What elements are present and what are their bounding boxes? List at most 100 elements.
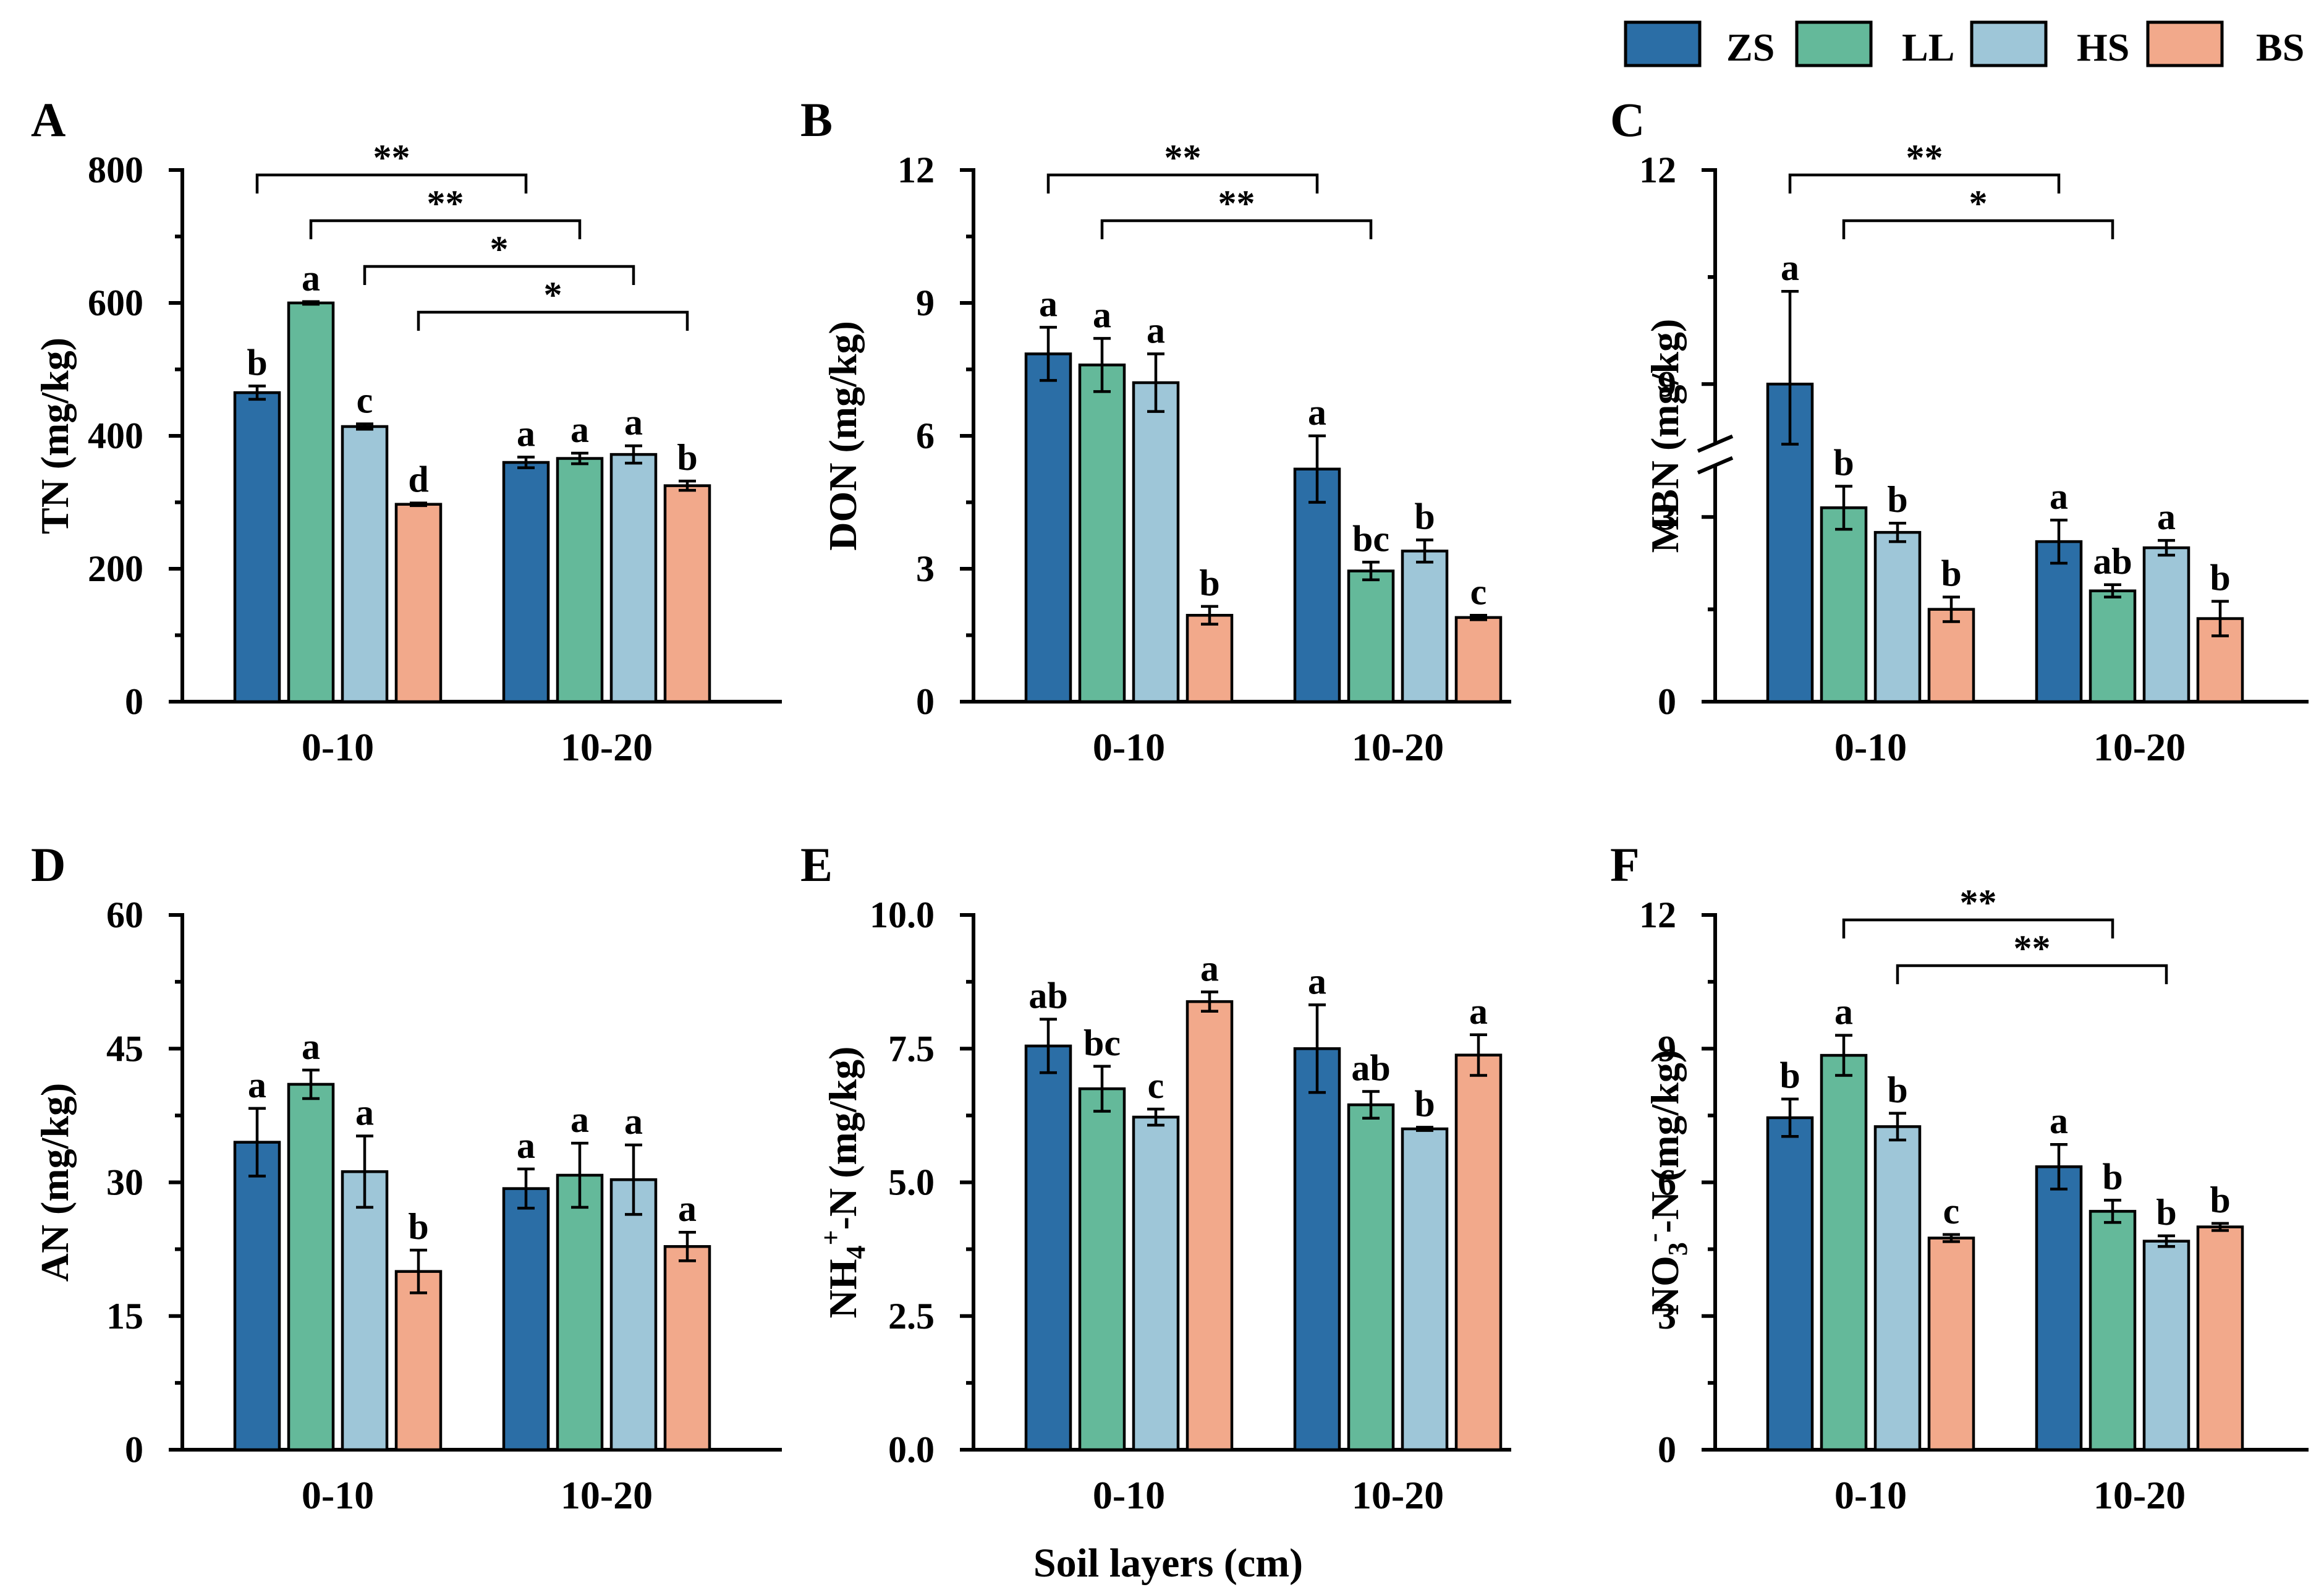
significance-bracket [1046, 173, 1319, 194]
y-tick-label: 12 [1639, 895, 1676, 935]
significance-letter-zs-0-10: a [1781, 247, 1799, 288]
significance-letter-zs-0-10: ab [1028, 976, 1067, 1016]
significance-stars: ** [427, 183, 464, 224]
bar-bs-0-10 [394, 503, 443, 704]
significance-stars: ** [373, 137, 410, 178]
x-tick-label-0-10: 0-10 [1834, 1473, 1907, 1517]
x-tick-label-0-10: 0-10 [1093, 725, 1165, 769]
bar-ll-10-20 [2089, 1210, 2137, 1452]
legend-label-ll: LL [1902, 25, 1954, 69]
y-axis-title: AN (mg/kg) [33, 1083, 77, 1282]
legend-label-zs: ZS [1726, 25, 1775, 69]
significance-stars: ** [1906, 137, 1943, 178]
significance-letter-hs-10-20: a [624, 1101, 643, 1142]
legend-swatch-bs [2146, 20, 2224, 67]
y-tick-label: 2.5 [888, 1296, 935, 1337]
y-axis-title: NH4+-N (mg/kg) [816, 1047, 871, 1319]
significance-letter-zs-10-20: a [517, 413, 535, 454]
significance-letter-hs-0-10: c [357, 380, 373, 421]
y-tick-label: 30 [106, 1162, 143, 1203]
significance-letter-ll-0-10: bc [1084, 1023, 1121, 1063]
x-tick-label-0-10: 0-10 [1093, 1473, 1165, 1517]
y-axis-title: TN (mg/kg) [33, 338, 77, 534]
bar-ll-0-10 [1820, 1053, 1868, 1452]
y-tick-label: 60 [106, 895, 143, 935]
bar-zs-0-10 [1024, 1044, 1072, 1452]
significance-letter-ll-10-20: a [570, 409, 589, 450]
significance-letter-bs-0-10: d [408, 459, 428, 500]
legend-swatch-hs [1970, 20, 2048, 67]
bar-zs-10-20 [502, 461, 550, 704]
significance-stars: ** [1218, 183, 1255, 224]
bar-bs-0-10 [1185, 1000, 1234, 1452]
bar-hs-10-20 [2142, 1240, 2190, 1452]
axis-break-gap [1697, 443, 1734, 466]
significance-letter-zs-10-20: a [2050, 1100, 2068, 1141]
significance-letter-ll-10-20: bc [1352, 518, 1389, 559]
x-tick-label-10-20: 10-20 [2093, 1473, 2186, 1517]
significance-letter-ll-10-20: b [2102, 1156, 2123, 1197]
bar-bs-10-20 [663, 1245, 711, 1452]
significance-letter-hs-0-10: b [1887, 1070, 1907, 1110]
bar-hs-10-20 [609, 453, 658, 704]
bar-ll-10-20 [1347, 569, 1395, 704]
significance-letter-zs-10-20: a [2050, 476, 2068, 517]
significance-letter-hs-10-20: a [2157, 496, 2176, 537]
bar-ll-10-20 [556, 457, 604, 704]
bar-ll-0-10 [287, 1082, 335, 1452]
y-tick-label: 600 [88, 283, 143, 323]
legend-label-bs: BS [2256, 25, 2304, 69]
x-tick-label-0-10: 0-10 [302, 1473, 374, 1517]
y-tick-label: 6 [1658, 1162, 1676, 1203]
bar-hs-0-10 [341, 1170, 389, 1452]
bar-bs-0-10 [1185, 614, 1234, 704]
bar-ll-10-20 [1347, 1103, 1395, 1452]
bar-hs-10-20 [1401, 1127, 1449, 1452]
y-tick-label: 400 [88, 415, 143, 456]
significance-bracket [363, 265, 635, 285]
significance-letter-zs-10-20: a [517, 1125, 535, 1166]
x-tick-label-10-20: 10-20 [1352, 1473, 1444, 1517]
figure-x-axis-title: Soil layers (cm) [1033, 1541, 1303, 1586]
significance-bracket [417, 310, 689, 331]
significance-letter-bs-0-10: b [1199, 563, 1219, 603]
bar-hs-0-10 [1132, 1115, 1180, 1452]
y-tick-label: 6 [916, 415, 935, 456]
significance-stars: * [544, 274, 562, 315]
x-tick-label-0-10: 0-10 [1834, 725, 1907, 769]
significance-letter-ll-0-10: a [302, 258, 320, 299]
bar-ll-10-20 [556, 1173, 604, 1452]
axis-break-mark [1697, 434, 1734, 453]
significance-letter-zs-0-10: a [248, 1065, 266, 1105]
y-tick-label: 0 [125, 681, 143, 722]
bar-ll-10-20 [2089, 589, 2137, 704]
bar-hs-0-10 [1873, 530, 1922, 704]
panel-letter-a: A [31, 93, 66, 147]
bar-zs-0-10 [1766, 1116, 1814, 1452]
x-tick-label-10-20: 10-20 [1352, 725, 1444, 769]
significance-stars: ** [1164, 137, 1202, 178]
y-tick-label: 45 [106, 1028, 143, 1069]
significance-letter-ll-0-10: b [1833, 442, 1854, 483]
bar-bs-0-10 [1927, 608, 1975, 704]
significance-letter-bs-10-20: b [677, 437, 697, 478]
significance-letter-ll-10-20: ab [2093, 541, 2132, 582]
y-tick-label: 12 [897, 150, 935, 190]
significance-bracket [1896, 964, 2168, 984]
y-tick-label: 9 [1658, 1028, 1676, 1069]
significance-letter-bs-10-20: c [1470, 571, 1487, 612]
axis-break-mark [1697, 456, 1734, 475]
significance-letter-zs-0-10: b [1779, 1055, 1800, 1096]
significance-letter-zs-10-20: a [1308, 961, 1326, 1002]
significance-letter-ll-10-20: a [570, 1099, 589, 1140]
significance-letter-ll-0-10: a [1093, 294, 1111, 335]
bar-ll-0-10 [287, 301, 335, 704]
y-tick-label: 5.0 [888, 1162, 935, 1203]
